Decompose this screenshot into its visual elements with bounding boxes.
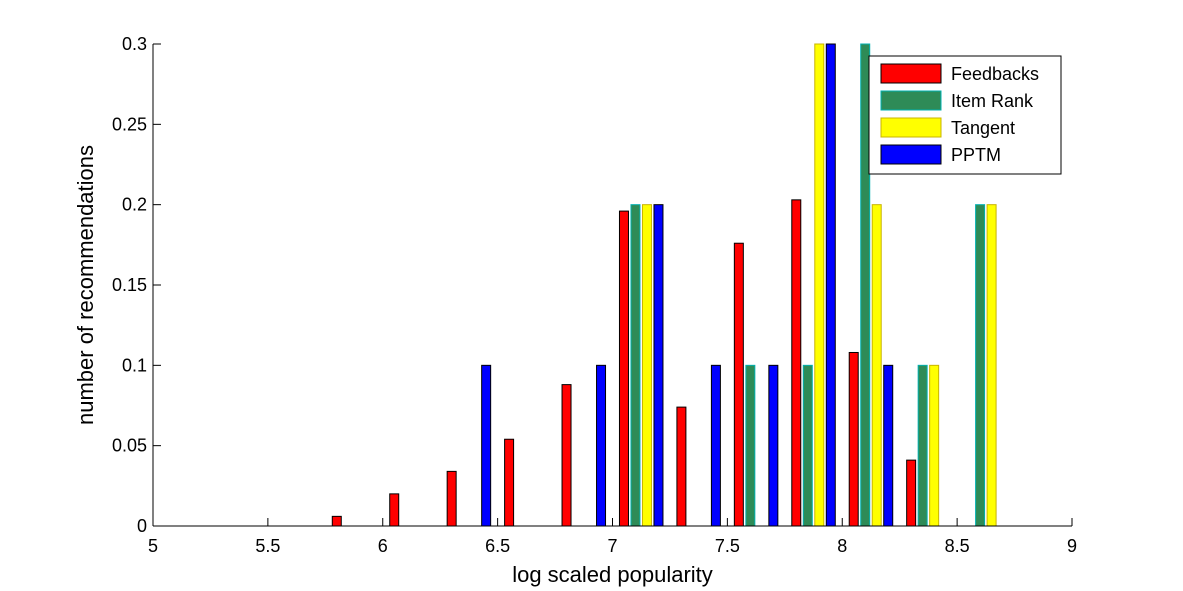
bar-tangent (871, 204, 882, 527)
bar-feedbacks (504, 438, 515, 527)
x-axis-label: log scaled popularity (512, 562, 713, 587)
x-tick-label: 7 (607, 536, 617, 556)
bar-item-rank (802, 364, 813, 527)
tick-layer: 5 5.5 6 6.5 7 7.5 8 8.5 9 0 0.05 0.1 0.15 0.2 0.25 0.3 (112, 34, 1077, 556)
y-tick-label: 0.25 (112, 114, 147, 134)
bar-pptm (768, 364, 779, 527)
bar-pptm (883, 364, 894, 527)
bar-item-rank (745, 364, 756, 527)
bar-pptm (825, 43, 836, 527)
y-tick-label: 0.2 (122, 195, 147, 215)
x-tick-label: 5 (148, 536, 158, 556)
bar-tangent (929, 364, 940, 527)
bar-layer (331, 43, 997, 527)
y-tick-label: 0.3 (122, 34, 147, 54)
bar-feedbacks (906, 459, 917, 527)
bar-feedbacks (446, 470, 457, 527)
bar-feedbacks (331, 515, 342, 527)
x-tick-label: 8 (837, 536, 847, 556)
bar-feedbacks (676, 406, 687, 527)
y-tick-label: 0.05 (112, 436, 147, 456)
bar-tangent (986, 204, 997, 527)
bar-feedbacks (561, 384, 572, 527)
bar-item-rank (917, 364, 928, 527)
bar-pptm (710, 364, 721, 527)
bar-feedbacks (389, 493, 400, 527)
legend-label: Item Rank (951, 91, 1034, 111)
x-tick-label: 8.5 (945, 536, 970, 556)
x-tick-label: 6.5 (485, 536, 510, 556)
bar-item-rank (630, 204, 641, 527)
bar-pptm (481, 364, 492, 527)
bar-pptm (653, 204, 664, 527)
bar-item-rank (975, 204, 986, 527)
y-axis-label: number of recommendations (73, 145, 98, 425)
bar-feedbacks (618, 210, 629, 527)
legend-label: PPTM (951, 145, 1001, 165)
legend: Feedbacks Item Rank Tangent PPTM (868, 55, 1062, 175)
x-tick-label: 5.5 (255, 536, 280, 556)
legend-swatch (880, 90, 942, 111)
y-tick-label: 0.1 (122, 355, 147, 375)
bar-item-rank (860, 43, 871, 527)
y-tick-label: 0 (137, 516, 147, 536)
bar-feedbacks (791, 199, 802, 527)
x-tick-label: 7.5 (715, 536, 740, 556)
bar-tangent (814, 43, 825, 527)
x-tick-label: 6 (378, 536, 388, 556)
y-tick-label: 0.15 (112, 275, 147, 295)
bar-pptm (596, 364, 607, 527)
bar-feedbacks (733, 242, 744, 527)
x-tick-label: 9 (1067, 536, 1077, 556)
legend-swatch (880, 144, 942, 165)
legend-label: Feedbacks (951, 64, 1039, 84)
bar-tangent (641, 204, 652, 527)
legend-swatch (880, 117, 942, 138)
legend-label: Tangent (951, 118, 1015, 138)
legend-swatch (880, 63, 942, 84)
bar-feedbacks (848, 351, 859, 527)
